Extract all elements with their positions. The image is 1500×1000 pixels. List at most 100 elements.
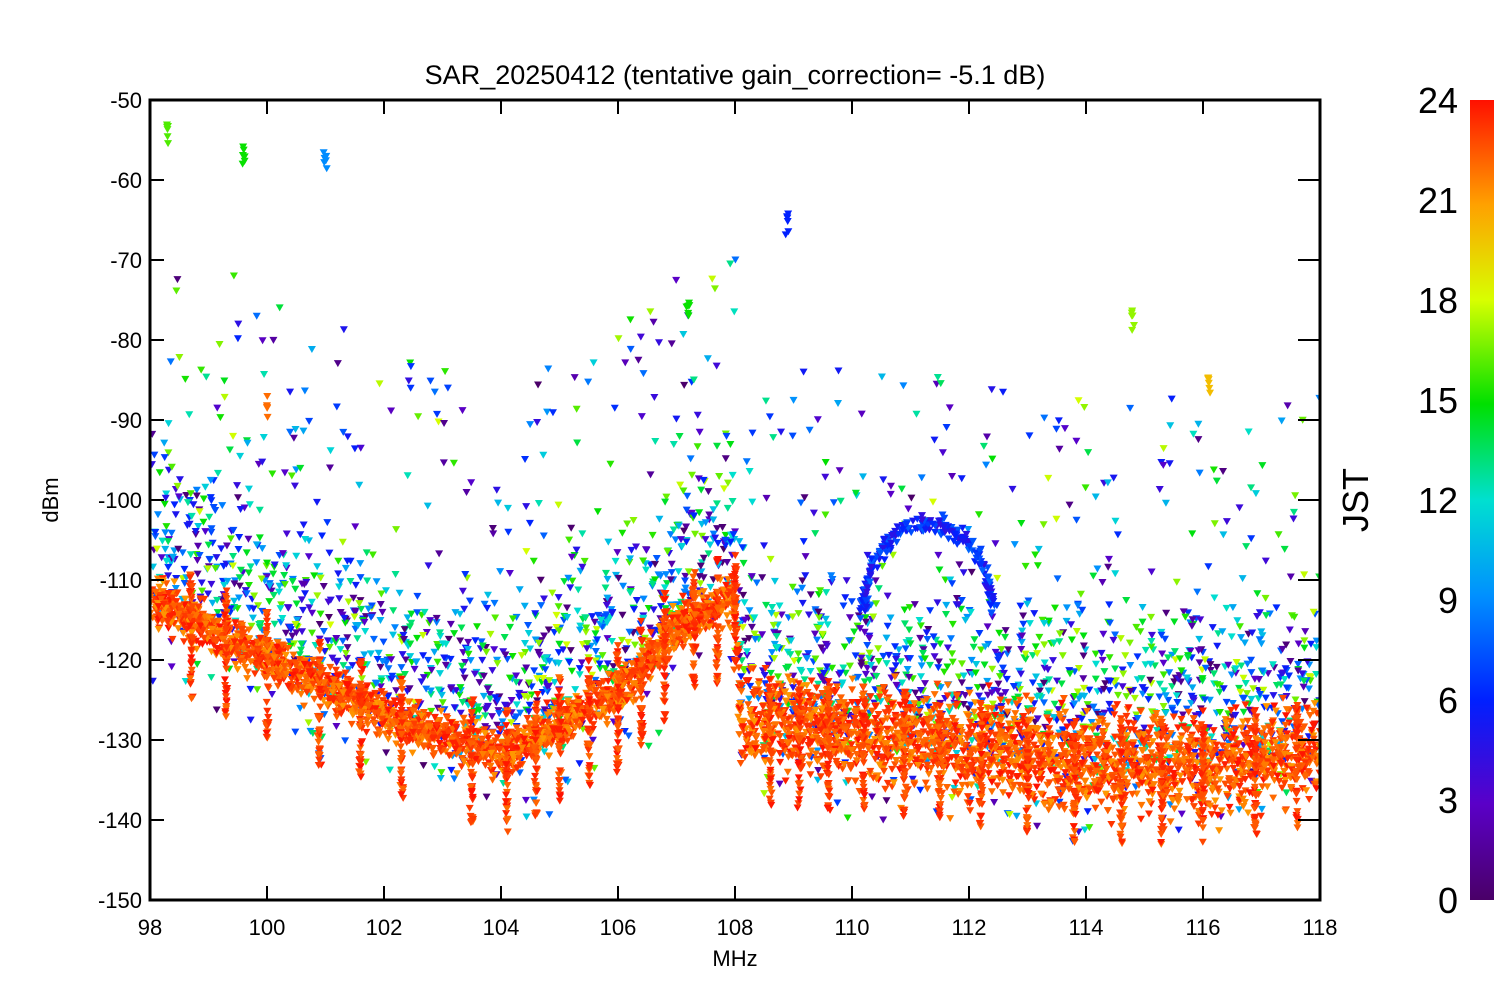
data-point: [1163, 654, 1172, 662]
data-point: [881, 709, 890, 717]
data-point: [1253, 612, 1262, 620]
data-point: [455, 691, 464, 699]
data-point: [1004, 646, 1013, 654]
data-point: [694, 652, 703, 660]
data-point: [1166, 801, 1175, 809]
data-point: [282, 530, 291, 538]
data-point: [814, 722, 823, 730]
data-point: [1229, 764, 1238, 772]
data-point: [788, 613, 797, 621]
data-point: [639, 595, 648, 603]
data-point: [916, 622, 925, 630]
data-point: [434, 686, 443, 694]
data-point: [308, 729, 317, 737]
data-point: [560, 578, 569, 586]
data-point: [995, 629, 1004, 637]
data-point: [341, 737, 350, 745]
data-point: [1299, 683, 1308, 691]
data-point: [974, 692, 983, 700]
data-point: [632, 596, 641, 604]
data-point: [903, 666, 912, 674]
data-point: [589, 359, 598, 367]
data-point: [988, 596, 997, 604]
data-point: [705, 511, 714, 519]
data-point: [1235, 806, 1244, 814]
data-point: [488, 667, 497, 675]
data-point: [983, 691, 992, 699]
data-point: [1294, 640, 1303, 648]
data-point: [646, 629, 655, 637]
data-point: [1245, 724, 1254, 732]
data-point: [292, 629, 301, 637]
data-point: [1215, 688, 1224, 696]
data-point: [1033, 822, 1042, 830]
data-point: [1080, 403, 1089, 411]
data-point: [845, 662, 854, 670]
data-point: [981, 643, 990, 651]
data-point: [213, 596, 222, 604]
data-point: [539, 595, 548, 603]
data-point: [1298, 670, 1307, 678]
data-point: [344, 598, 353, 606]
data-point: [353, 635, 362, 643]
data-point: [1186, 647, 1195, 655]
data-point: [406, 384, 415, 392]
data-point: [395, 589, 404, 597]
data-point: [356, 560, 365, 568]
data-point: [857, 659, 866, 667]
data-point: [923, 636, 932, 644]
data-point: [478, 656, 487, 664]
data-point: [739, 665, 748, 673]
data-point: [212, 554, 221, 562]
data-point: [252, 559, 261, 567]
data-point: [1166, 422, 1175, 430]
data-point: [848, 686, 857, 694]
data-point: [285, 638, 294, 646]
data-point: [906, 725, 915, 733]
data-point: [243, 439, 252, 447]
data-point: [1222, 518, 1231, 526]
data-point: [1033, 650, 1042, 658]
data-point: [884, 735, 893, 743]
data-point: [874, 658, 883, 666]
data-point: [667, 340, 676, 348]
data-point: [572, 405, 581, 413]
data-point: [1079, 642, 1088, 650]
data-point: [208, 599, 217, 607]
data-point: [852, 760, 861, 768]
data-point: [942, 423, 951, 431]
data-point: [823, 642, 832, 650]
data-point: [1258, 632, 1267, 640]
data-point: [387, 656, 396, 664]
data-point: [1183, 674, 1192, 682]
data-point: [1066, 719, 1075, 727]
data-point: [821, 473, 830, 481]
data-point: [280, 571, 289, 579]
data-point: [687, 471, 696, 479]
data-point: [434, 643, 443, 651]
data-point: [1010, 541, 1019, 549]
data-point: [481, 712, 490, 720]
data-point: [1210, 804, 1219, 812]
data-point: [512, 678, 521, 686]
data-point: [810, 630, 819, 638]
data-point: [1062, 604, 1071, 612]
data-point: [701, 536, 710, 544]
data-point: [634, 356, 643, 364]
data-point: [713, 539, 722, 547]
data-point: [1310, 700, 1319, 708]
data-point: [573, 439, 582, 447]
data-point: [183, 499, 192, 507]
data-point: [1208, 754, 1217, 762]
data-point: [257, 575, 266, 583]
data-point: [295, 651, 304, 659]
data-point: [1087, 718, 1096, 726]
data-point: [471, 637, 480, 645]
data-point: [548, 589, 557, 597]
data-point: [1280, 545, 1289, 553]
data-point: [1195, 469, 1204, 477]
data-point: [389, 607, 398, 615]
data-point: [430, 648, 439, 656]
data-point: [1027, 696, 1036, 704]
data-point: [1304, 733, 1313, 741]
